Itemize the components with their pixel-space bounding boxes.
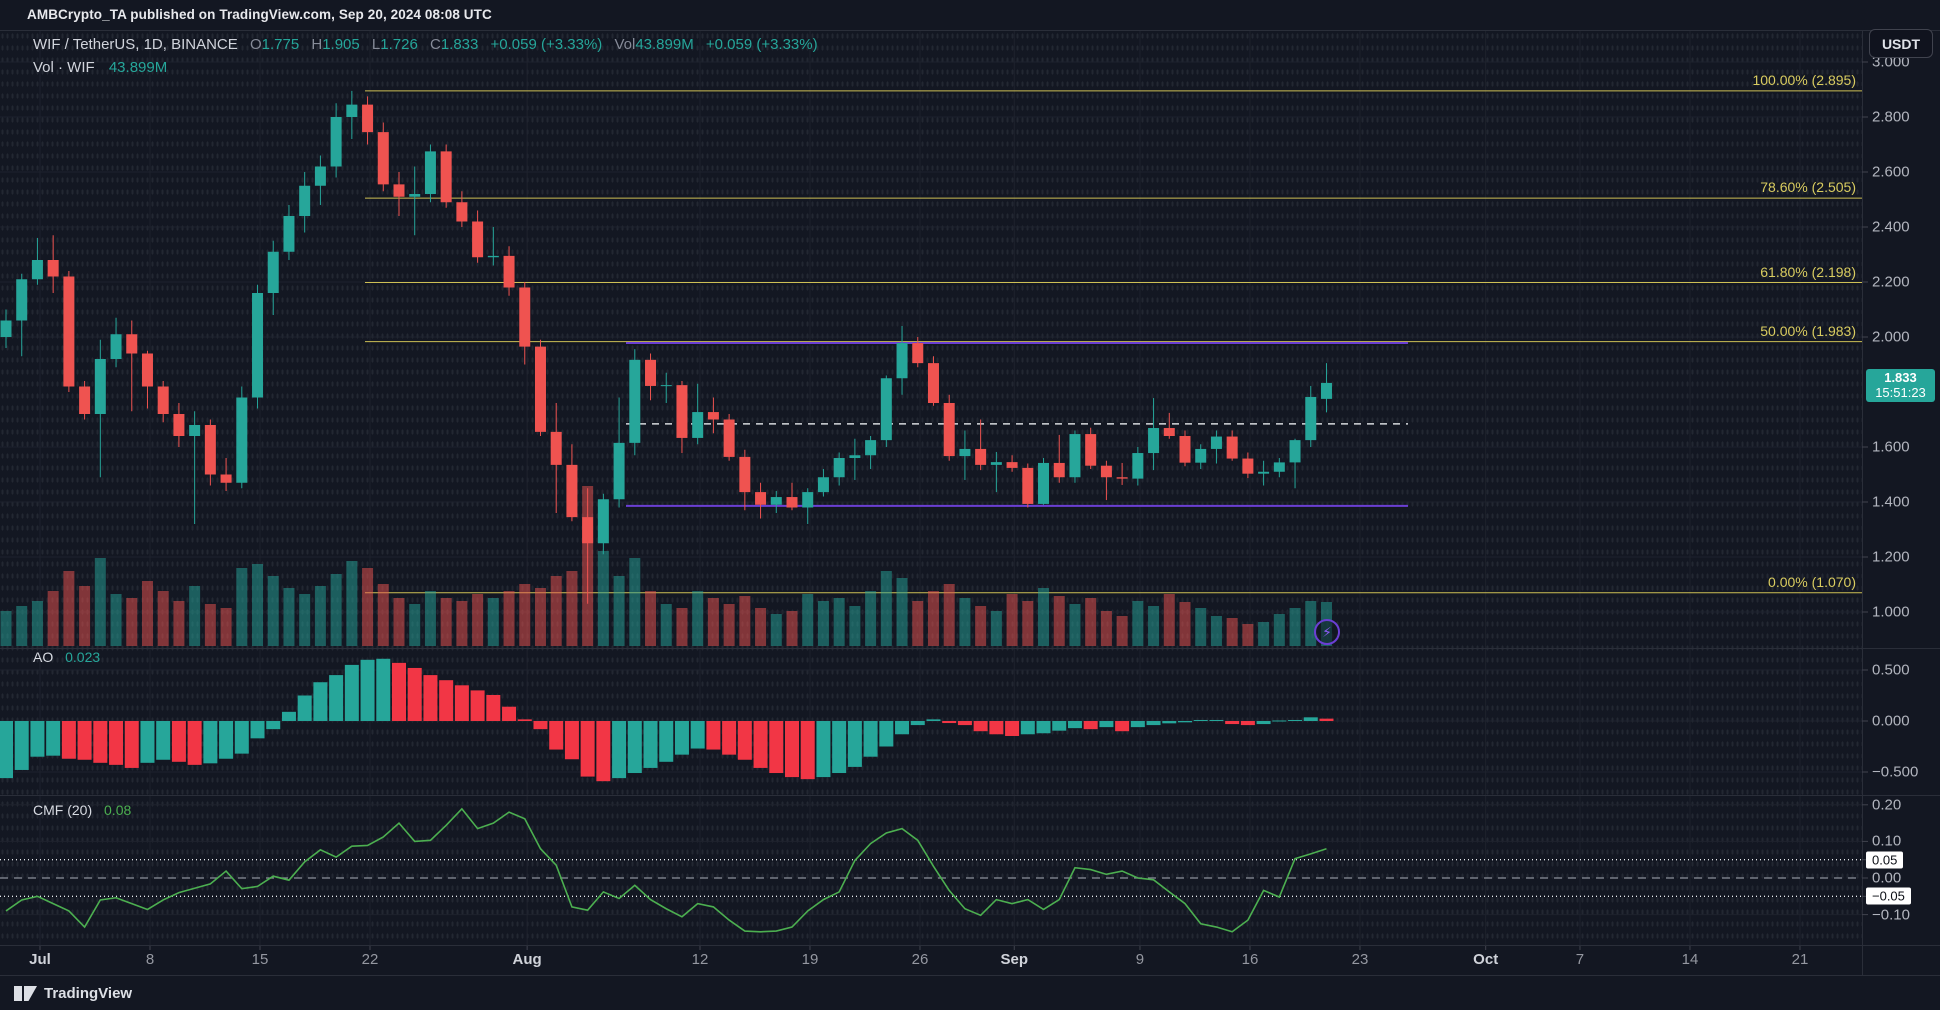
tradingview-wordmark: TradingView bbox=[44, 984, 133, 1002]
boost-lightning-icon[interactable]: ⚡ bbox=[1314, 619, 1340, 645]
tradingview-logo[interactable]: TradingView bbox=[14, 985, 132, 1002]
currency-toggle-button[interactable]: USDT bbox=[1869, 29, 1933, 58]
price-axis[interactable] bbox=[1862, 30, 1940, 945]
time-axis[interactable] bbox=[0, 945, 1862, 975]
grid-dots-texture bbox=[0, 30, 1862, 945]
footer-bar: TradingView bbox=[0, 976, 1940, 1010]
